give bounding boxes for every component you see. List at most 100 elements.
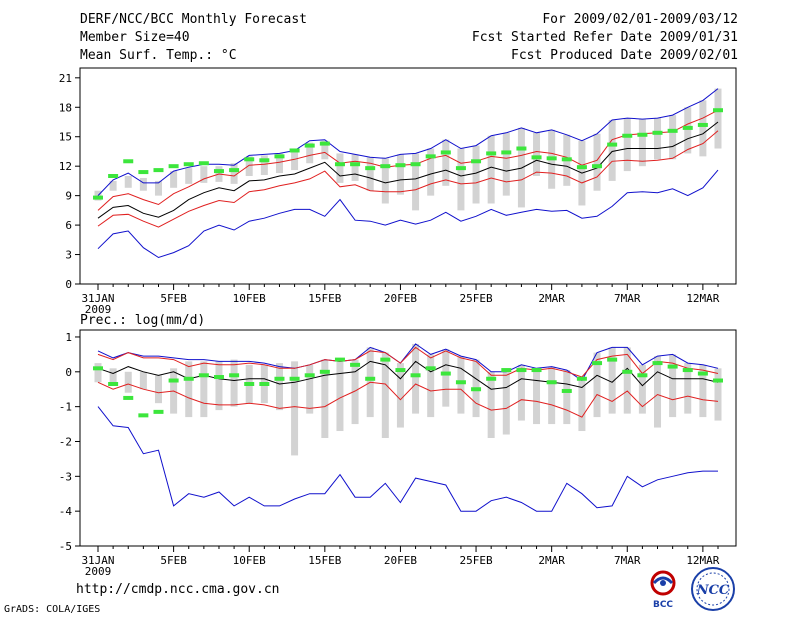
temp-member-box [351,154,359,181]
temp-member-box [533,132,541,176]
temp-green-marker [592,164,603,169]
temp-green-marker [304,143,315,148]
temp-x-tick-label: 7MAR [614,292,641,305]
temp-green-marker [713,108,723,113]
grads-credit: GrADS: COLA/IGES [4,604,101,615]
prec-member-box [517,364,525,421]
prec-green-marker [304,373,315,378]
prec-green-marker [471,387,482,392]
temp-member-box [185,168,193,184]
temp-green-marker [607,142,618,147]
prec-green-marker [440,371,451,376]
prec-plot: -5 -4 -3 -2 -1 0 1 31JAN 5FEB 10FEB 15FEB 20FEB 25FE… [59,331,723,578]
temp-member-box [109,180,117,191]
temp-green-marker [440,150,451,155]
prec-green-marker [244,382,255,386]
temp-y-tick-label: 0 [65,278,72,291]
temp-member-box [170,171,178,188]
temp-green-marker [622,133,633,138]
prec-green-marker [713,378,723,383]
ncc-logo: NCC [691,567,735,611]
prec-green-marker [697,371,708,376]
prec-mean-minus-sd-line [97,381,719,418]
temp-green-marker [561,157,572,162]
prec-member-box [623,347,631,414]
temp-member-box [381,158,389,204]
prec-member-box [608,347,616,414]
prec-green-marker [486,376,497,381]
prec-member-box [336,361,344,432]
prec-member-box [291,361,299,456]
prec-plot-frame [79,329,737,547]
prec-green-marker [410,373,421,378]
temp-y-tick-label: 12 [59,160,72,173]
temp-green-marker [395,163,406,168]
prec-member-box [230,359,238,407]
prec-green-marker [365,376,376,381]
prec-y-tick-label: 0 [65,366,72,379]
forecast-produced-label: Fcst Produced Date 2009/02/01 [511,48,738,63]
prec-member-box [684,363,692,414]
prec-green-marker [546,380,557,385]
temp-green-marker [123,159,134,164]
prec-member-box [638,364,646,414]
temp-green-marker [380,164,391,169]
prec-green-marker [108,382,119,386]
bcc-logo-text: BCC [653,600,673,610]
prec-green-marker [350,362,361,367]
temp-green-marker [108,174,119,178]
temp-member-box [230,163,238,184]
prec-green-marker [198,373,209,378]
prec-y-tick-label: 1 [65,331,72,344]
temp-green-marker [93,195,103,200]
prec-mean-plus-sd-line [97,346,719,378]
prec-subtitle: Prec.: log(mm/d) [80,313,205,328]
prec-green-marker [93,366,103,371]
temp-green-marker [289,148,300,153]
footer-url: http://cmdp.ncc.cma.gov.cn [76,582,280,597]
prec-green-marker [274,376,285,381]
prec-green-marker [138,413,149,418]
chart-title: DERF/NCC/BCC Monthly Forecast [80,12,307,27]
variable-label: Mean Surf. Temp.: °C [80,48,237,63]
prec-green-marker [682,368,693,373]
temp-member-box [684,107,692,154]
temp-green-marker [667,128,678,133]
temp-green-marker [697,122,708,127]
temp-x-tick-label: 2MAR [538,292,565,305]
prec-green-marker [319,369,330,374]
temp-green-marker [546,156,557,161]
temp-green-marker [213,169,224,174]
temp-green-marker [259,158,270,163]
prec-y-tick-label: -4 [59,505,73,518]
prec-x-tick-label: 2MAR [538,554,565,567]
temp-member-box [200,166,208,183]
temp-green-marker [652,130,663,135]
temp-y-tick-label: 3 [65,249,72,262]
prec-green-marker [637,373,648,378]
temp-x-tick-label: 10FEB [233,292,266,305]
prec-member-box [185,361,193,418]
prec-green-marker [576,376,587,381]
temp-x-tick-label: 20FEB [384,292,417,305]
temp-member-box [366,157,374,191]
temp-green-marker [168,164,179,169]
temp-y-tick-label: 18 [59,101,72,114]
prec-member-box [563,370,571,425]
temp-member-box [502,132,510,196]
member-size-label: Member Size=40 [80,30,190,45]
prec-x-year-label: 2009 [85,565,112,578]
prec-member-box [321,359,329,438]
prec-member-box [351,359,359,425]
temp-green-marker [576,165,587,170]
prec-green-marker [334,357,345,362]
prec-member-box [154,375,162,404]
temp-member-box [275,153,283,174]
prec-y-tick-label: -1 [59,401,72,414]
prec-x-tick-label: 12MAR [686,554,719,567]
temp-green-marker [334,162,345,167]
prec-member-box [714,368,722,421]
temp-green-marker [153,168,164,173]
temp-member-box [427,148,435,196]
temp-member-box [699,100,707,157]
